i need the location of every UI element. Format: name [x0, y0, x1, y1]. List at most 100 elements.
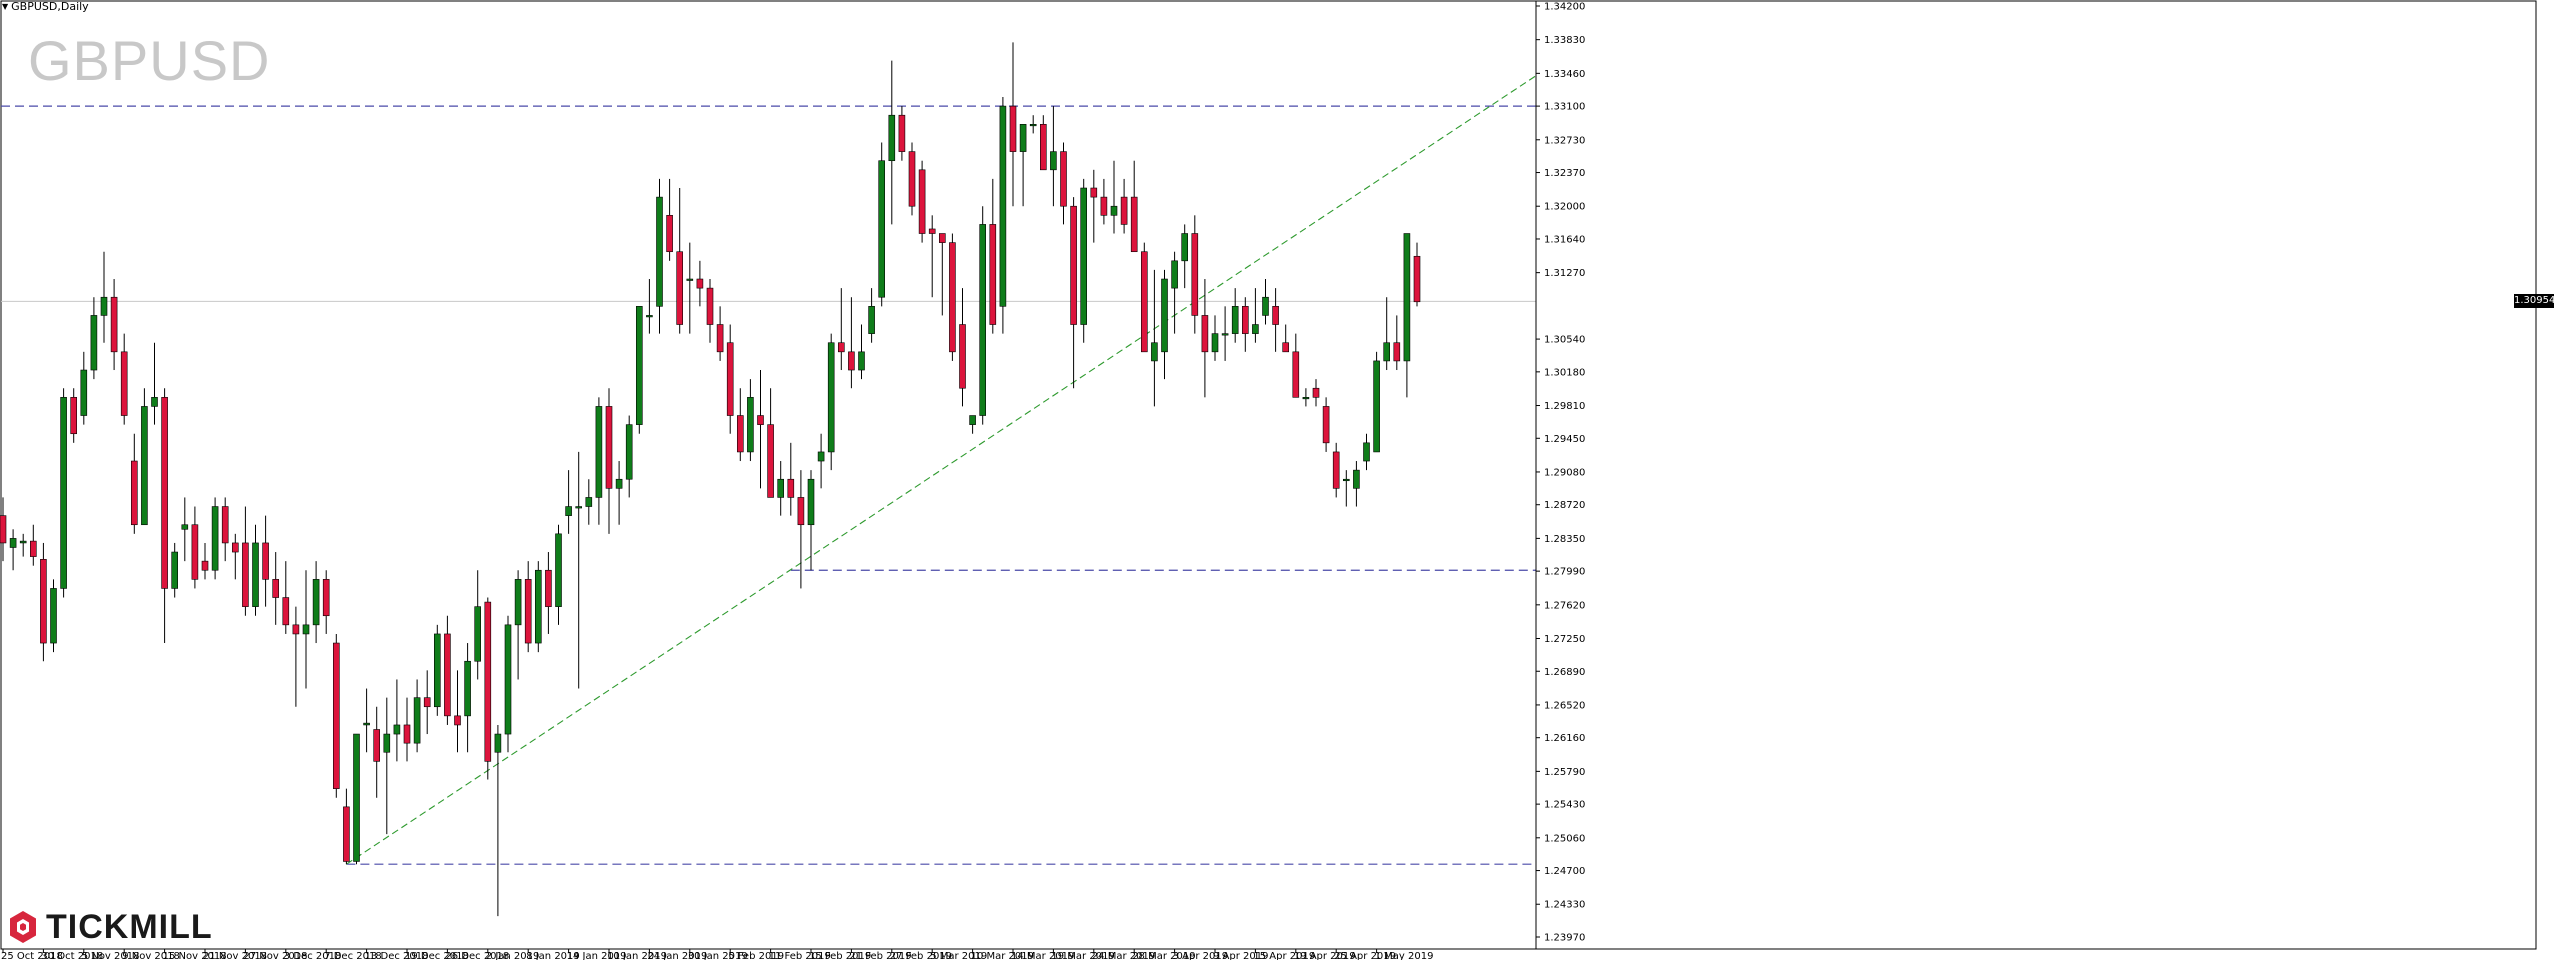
candle[interactable] — [1040, 115, 1047, 171]
candle[interactable] — [1332, 442, 1340, 498]
candle[interactable] — [686, 242, 694, 334]
candle[interactable] — [161, 388, 168, 644]
candle[interactable] — [555, 524, 562, 625]
candle[interactable] — [322, 570, 330, 634]
candle[interactable] — [1070, 197, 1077, 389]
candle[interactable] — [100, 251, 108, 343]
candle[interactable] — [282, 561, 290, 634]
candle[interactable] — [534, 561, 542, 653]
candle[interactable] — [918, 160, 926, 243]
candle[interactable] — [50, 579, 57, 653]
candle[interactable] — [1211, 315, 1219, 361]
candle[interactable] — [110, 279, 118, 371]
candle[interactable] — [191, 506, 199, 589]
candle[interactable] — [595, 397, 603, 525]
candle[interactable] — [1312, 379, 1320, 407]
candle[interactable] — [252, 524, 259, 616]
candle[interactable] — [292, 606, 300, 707]
candle[interactable] — [959, 288, 966, 407]
trendline[interactable] — [346, 73, 1539, 865]
candle[interactable] — [131, 433, 138, 534]
candle[interactable] — [120, 333, 128, 425]
candle[interactable] — [1171, 251, 1178, 334]
candle[interactable] — [1151, 269, 1158, 407]
candle[interactable] — [949, 233, 956, 361]
candle[interactable] — [1272, 288, 1279, 352]
candle[interactable] — [363, 688, 370, 753]
candle[interactable] — [29, 524, 37, 566]
candle[interactable] — [787, 442, 795, 516]
candle[interactable] — [1292, 333, 1300, 398]
candle[interactable] — [504, 615, 512, 753]
candle[interactable] — [40, 542, 47, 662]
candle[interactable] — [696, 260, 704, 307]
candle[interactable] — [726, 324, 734, 434]
candle[interactable] — [454, 670, 461, 753]
candle[interactable] — [1221, 306, 1229, 361]
candle[interactable] — [1019, 124, 1027, 207]
candle[interactable] — [1383, 297, 1390, 371]
candle[interactable] — [242, 506, 249, 616]
candle[interactable] — [666, 178, 673, 261]
candle[interactable] — [1413, 242, 1421, 307]
candle[interactable] — [1373, 351, 1380, 453]
candle[interactable] — [1110, 160, 1118, 234]
candle[interactable] — [373, 706, 381, 798]
candle[interactable] — [747, 379, 754, 462]
candle[interactable] — [888, 60, 896, 225]
candle[interactable] — [80, 351, 88, 425]
candle[interactable] — [464, 643, 471, 753]
candle[interactable] — [332, 633, 340, 798]
candle[interactable] — [716, 306, 724, 361]
candle[interactable] — [1120, 178, 1128, 234]
candle[interactable] — [1060, 142, 1067, 225]
candle[interactable] — [383, 697, 391, 835]
candle[interactable] — [302, 570, 310, 689]
candle[interactable] — [484, 597, 492, 780]
candle[interactable] — [232, 533, 239, 580]
candle[interactable] — [656, 178, 663, 334]
candle[interactable] — [90, 297, 98, 380]
candle[interactable] — [1161, 269, 1168, 380]
candle[interactable] — [312, 561, 320, 644]
candle[interactable] — [151, 342, 158, 425]
candle[interactable] — [837, 288, 845, 371]
candle[interactable] — [1181, 224, 1188, 289]
candle[interactable] — [565, 470, 572, 534]
candle[interactable] — [848, 297, 855, 389]
candle[interactable] — [938, 233, 946, 316]
candle[interactable] — [474, 570, 482, 680]
dropdown-triangle-icon[interactable]: ▼ — [2, 2, 9, 11]
candle[interactable] — [353, 733, 360, 865]
candle[interactable] — [1363, 433, 1370, 471]
candle[interactable] — [817, 433, 825, 489]
candle[interactable] — [1080, 178, 1087, 343]
candle[interactable] — [757, 370, 764, 489]
candle[interactable] — [1393, 315, 1401, 371]
candle[interactable] — [635, 306, 643, 434]
candle[interactable] — [403, 697, 411, 762]
candle[interactable] — [70, 388, 77, 443]
candle[interactable] — [1050, 106, 1057, 207]
candle[interactable] — [1029, 115, 1037, 134]
candle[interactable] — [646, 279, 653, 334]
candle[interactable] — [545, 552, 552, 634]
candle[interactable] — [615, 461, 623, 525]
candle[interactable] — [272, 552, 280, 625]
candle[interactable] — [1262, 279, 1269, 325]
candle[interactable] — [736, 388, 744, 462]
candle[interactable] — [1100, 178, 1108, 225]
candle[interactable] — [524, 561, 532, 653]
candle[interactable] — [1231, 288, 1239, 343]
candle[interactable] — [969, 415, 976, 434]
candle[interactable] — [211, 497, 219, 580]
candle[interactable] — [797, 470, 805, 589]
candle[interactable] — [777, 461, 785, 516]
candle[interactable] — [706, 279, 714, 343]
candle[interactable] — [423, 670, 431, 735]
candle[interactable] — [1009, 42, 1017, 207]
candle[interactable] — [908, 142, 916, 216]
